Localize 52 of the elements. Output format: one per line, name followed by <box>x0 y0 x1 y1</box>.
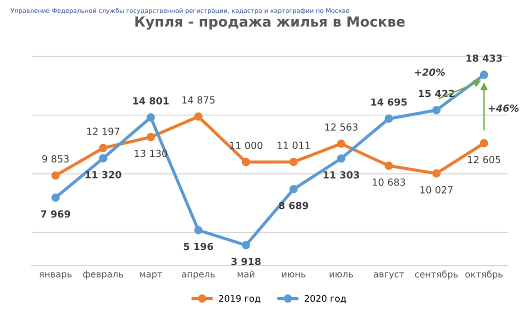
data-label: 12 563 <box>325 123 358 131</box>
x-tick-label: октябрь <box>465 270 503 280</box>
chart-title: Купля - продажа жилья в Москве <box>135 16 405 30</box>
data-label: 14 801 <box>133 97 169 104</box>
data-label: 12 605 <box>468 156 500 164</box>
point <box>146 132 155 142</box>
x-tick-label: август <box>374 272 404 280</box>
point <box>98 144 108 152</box>
data-label: 3 918 <box>231 258 261 266</box>
data-label: 7 969 <box>40 210 70 218</box>
point <box>432 169 441 178</box>
point <box>51 193 60 202</box>
data-label: 11 011 <box>278 142 310 149</box>
legend-label: 2019 год <box>219 295 260 303</box>
point <box>194 112 203 121</box>
x-tick-label: февраль <box>83 270 124 280</box>
data-label: 18 433 <box>466 54 502 62</box>
data-label: 11 000 <box>230 142 262 150</box>
data-label: 14 695 <box>371 98 407 106</box>
annotation: +20% <box>414 68 445 76</box>
x-tick-label: сентябрь <box>415 270 458 280</box>
x-tick-label: май <box>238 270 254 278</box>
point <box>480 139 488 148</box>
point <box>289 185 298 194</box>
point <box>337 140 346 148</box>
point <box>242 158 250 166</box>
x-tick-label: июнь <box>282 272 306 278</box>
point <box>337 154 346 163</box>
point <box>480 70 488 80</box>
point <box>384 162 393 170</box>
data-label: 12 197 <box>87 128 120 136</box>
x-tick-label: январь <box>39 272 72 280</box>
data-label: 11 320 <box>86 170 122 178</box>
x-tick-label: июль <box>330 272 353 278</box>
point <box>51 171 60 180</box>
point <box>98 154 108 162</box>
annotation: +46% <box>488 104 519 112</box>
data-label: 10 683 <box>372 178 406 186</box>
point <box>384 114 393 123</box>
point <box>194 226 203 234</box>
data-label: 5 196 <box>184 242 214 250</box>
data-label: 10 027 <box>420 186 453 194</box>
x-tick-label: март <box>140 272 162 280</box>
point <box>432 106 441 114</box>
x-tick-label: апрель <box>182 272 215 280</box>
point <box>289 158 298 166</box>
data-label: 9 853 <box>42 155 69 163</box>
point <box>146 113 155 122</box>
legend-label: 2020 год <box>304 295 346 303</box>
data-label: 14 875 <box>182 96 215 104</box>
data-label: 11 303 <box>324 171 360 179</box>
point <box>242 240 250 250</box>
